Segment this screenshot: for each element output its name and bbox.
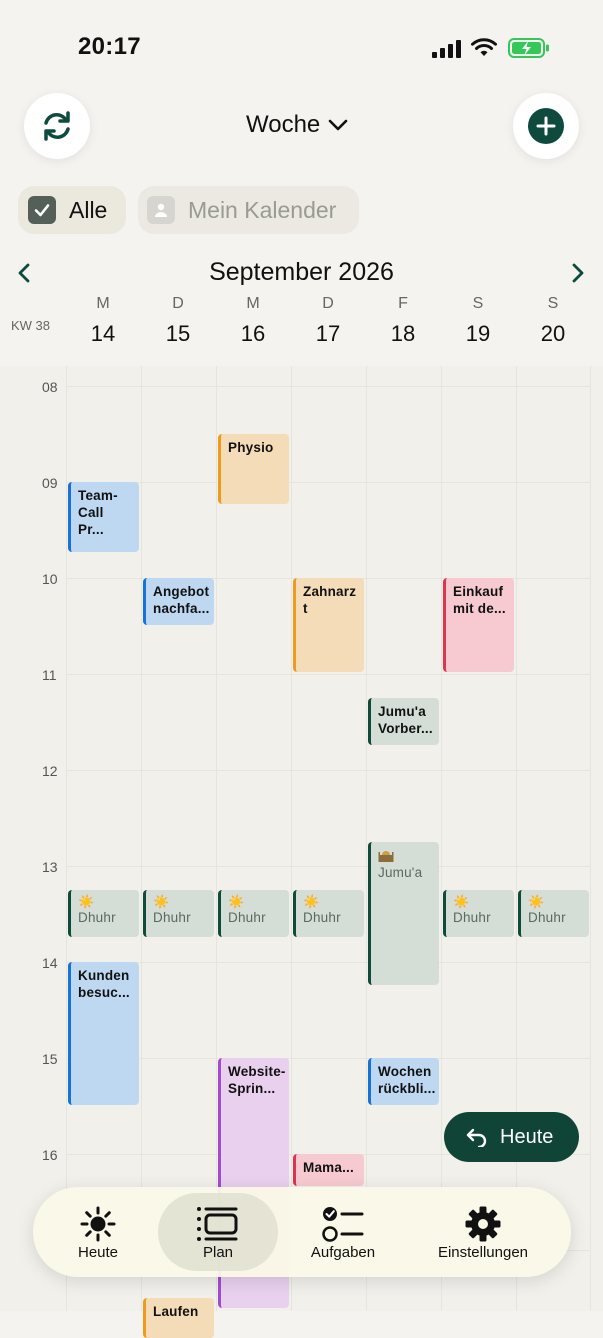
- tab-label: Einstellungen: [437, 1243, 529, 1261]
- day-date: 14: [90, 321, 116, 346]
- day-header[interactable]: S 20: [516, 295, 590, 347]
- filter-all-chip[interactable]: Alle: [18, 186, 126, 234]
- event-zahnarzt[interactable]: Zahnarzt: [293, 578, 364, 672]
- tab-heute[interactable]: Heute: [63, 1187, 133, 1277]
- day-date: 17: [315, 321, 341, 346]
- month-navigation: September 2026: [0, 256, 603, 292]
- plan-icon: [196, 1204, 240, 1244]
- tab-label: Heute: [77, 1243, 119, 1261]
- tasks-icon: [322, 1204, 364, 1244]
- tab-einstellungen[interactable]: Einstellungen: [428, 1187, 538, 1277]
- view-selector[interactable]: Woche: [246, 111, 348, 139]
- hour-label: 10: [42, 571, 58, 587]
- today-button-label: Heute: [500, 1125, 554, 1148]
- event-dhuhr[interactable]: ☀️ Dhuhr: [143, 890, 214, 937]
- sun-icon: [79, 1204, 117, 1244]
- day-date: 16: [240, 321, 266, 346]
- day-name: D: [172, 295, 184, 312]
- event-team-call[interactable]: Team-Call Pr...: [68, 482, 139, 552]
- sync-button[interactable]: [24, 93, 90, 159]
- event-einkauf[interactable]: Einkauf mit de...: [443, 578, 514, 672]
- today-button[interactable]: Heute: [444, 1112, 579, 1162]
- tab-label: Plan: [202, 1243, 234, 1261]
- status-time: 20:17: [78, 33, 141, 60]
- view-selector-label: Woche: [246, 111, 321, 138]
- sun-icon: ☀️: [78, 894, 95, 909]
- day-header[interactable]: M 16: [216, 295, 290, 347]
- cellular-signal-icon: [432, 40, 461, 58]
- bottom-navigation: Heute Plan Aufgaben: [33, 1187, 571, 1277]
- event-laufen[interactable]: Laufen: [143, 1298, 214, 1338]
- filter-all-label: Alle: [69, 196, 108, 223]
- day-name: F: [398, 295, 408, 312]
- day-name: M: [96, 295, 110, 312]
- chevron-left-icon[interactable]: [14, 262, 34, 284]
- event-dhuhr[interactable]: ☀️ Dhuhr: [293, 890, 364, 937]
- day-date: 18: [390, 321, 416, 346]
- tab-aufgaben[interactable]: Aufgaben: [298, 1187, 388, 1277]
- event-jumua[interactable]: Jumu'a: [368, 842, 439, 985]
- chevron-down-icon: [328, 119, 348, 131]
- sync-icon: [44, 111, 70, 141]
- sun-icon: ☀️: [528, 894, 545, 909]
- week-grid[interactable]: 08 09 10 11 12 13 14 15 16 Physio Team-C…: [0, 366, 603, 1338]
- plus-icon: [536, 116, 556, 136]
- event-dhuhr[interactable]: ☀️ Dhuhr: [443, 890, 514, 937]
- sun-icon: ☀️: [228, 894, 245, 909]
- checkbox-checked-icon: [28, 196, 56, 224]
- chevron-right-icon[interactable]: [568, 262, 588, 284]
- hour-label: 14: [42, 955, 58, 971]
- day-date: 20: [540, 321, 566, 346]
- day-name: S: [547, 295, 559, 312]
- gear-icon: [464, 1204, 502, 1244]
- status-bar: 20:17: [0, 0, 603, 90]
- day-header[interactable]: F 18: [366, 295, 440, 347]
- event-mama[interactable]: Mama...: [293, 1154, 364, 1186]
- hour-label: 11: [42, 667, 57, 683]
- event-dhuhr[interactable]: ☀️ Dhuhr: [518, 890, 589, 937]
- event-wochenrueckblick[interactable]: Wochen rückbli...: [368, 1058, 439, 1105]
- return-arrow-icon: [466, 1128, 487, 1147]
- hour-label: 12: [42, 763, 58, 779]
- week-number: KW 38: [11, 318, 51, 333]
- person-icon: [147, 196, 175, 224]
- hour-label: 15: [42, 1051, 58, 1067]
- hour-label: 08: [42, 379, 58, 395]
- hour-label: 16: [42, 1147, 58, 1163]
- battery-charging-icon: [508, 38, 549, 58]
- sun-icon: ☀️: [453, 894, 470, 909]
- event-dhuhr[interactable]: ☀️ Dhuhr: [68, 890, 139, 937]
- day-date: 15: [165, 321, 191, 346]
- event-kunden-besuch[interactable]: Kunden besuc...: [68, 962, 139, 1105]
- day-header[interactable]: M 14: [66, 295, 140, 347]
- event-dhuhr[interactable]: ☀️ Dhuhr: [218, 890, 289, 937]
- hour-label: 09: [42, 475, 58, 491]
- event-angebot[interactable]: Angebot nachfa...: [143, 578, 214, 625]
- mosque-icon: [378, 847, 433, 864]
- sun-icon: ☀️: [303, 894, 320, 909]
- sun-icon: ☀️: [153, 894, 170, 909]
- day-name: S: [472, 295, 484, 312]
- tab-plan[interactable]: Plan: [173, 1187, 263, 1277]
- event-physio[interactable]: Physio: [218, 434, 289, 504]
- hour-label: 13: [42, 859, 58, 875]
- add-event-button[interactable]: [513, 93, 579, 159]
- day-header[interactable]: D 17: [291, 295, 365, 347]
- day-header[interactable]: S 19: [441, 295, 515, 347]
- wifi-icon: [471, 38, 497, 56]
- filter-my-calendar-label: Mein Kalender: [188, 196, 337, 223]
- filter-my-calendar-chip[interactable]: Mein Kalender: [138, 186, 359, 234]
- month-title: September 2026: [209, 258, 394, 286]
- day-date: 19: [465, 321, 491, 346]
- tab-label: Aufgaben: [310, 1243, 376, 1261]
- day-header[interactable]: D 15: [141, 295, 215, 347]
- day-name: M: [246, 295, 260, 312]
- day-name: D: [322, 295, 334, 312]
- event-jumua-vorbereitung[interactable]: Jumu'a Vorber...: [368, 698, 439, 745]
